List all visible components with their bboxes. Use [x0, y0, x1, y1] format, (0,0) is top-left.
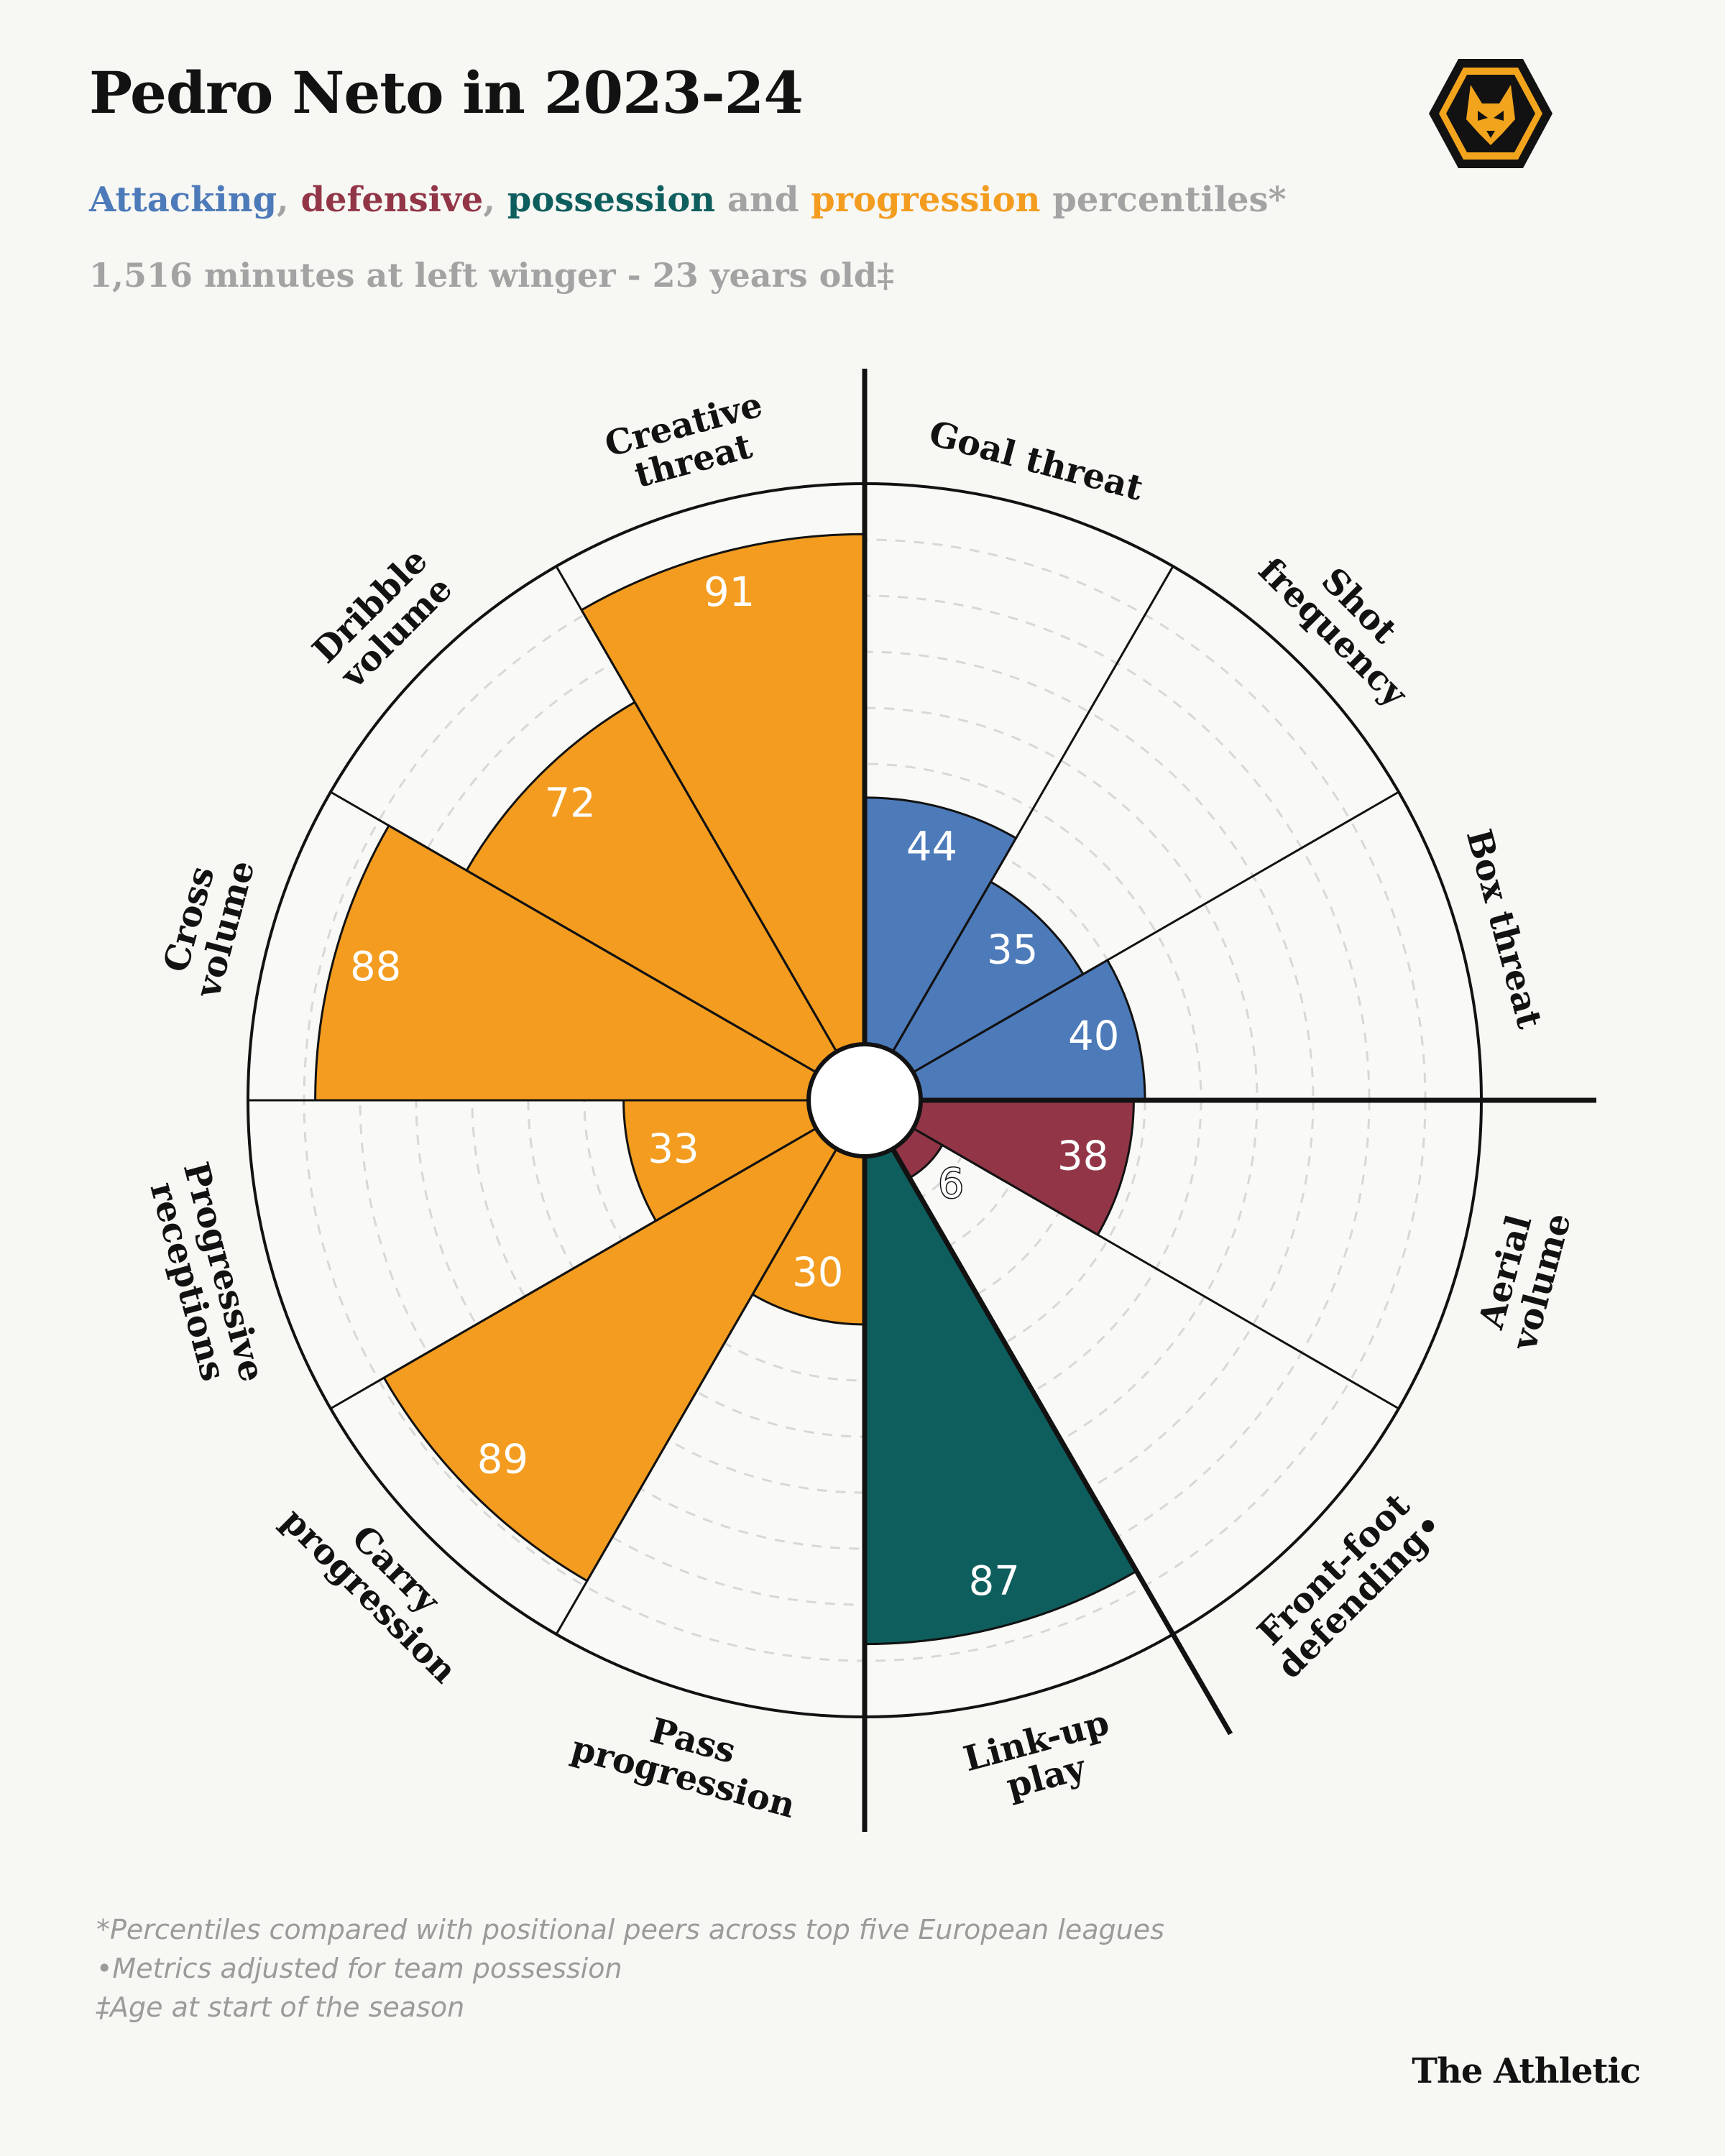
footnote-possession-adjusted: •Metrics adjusted for team possession: [96, 1953, 622, 1984]
minutes-info: 1,516 minutes at left winger - 23 years …: [89, 256, 895, 295]
value-label: 91: [704, 569, 755, 616]
value-label: 30: [792, 1250, 843, 1296]
chart-subtitle: Attacking, defensive, possession and pro…: [89, 180, 1287, 220]
group-divider: [890, 1147, 1233, 1736]
subtitle-tail: percentiles*: [1040, 180, 1287, 220]
legend-possession: possession: [507, 180, 716, 220]
subtitle-separator: and: [715, 180, 811, 220]
spoke: [330, 1127, 817, 1410]
value-label: 38: [1057, 1133, 1108, 1180]
legend-defensive: defensive: [300, 180, 484, 220]
footnotes: *Percentiles compared with positional pe…: [96, 1910, 1164, 2027]
footnote-age: ‡Age at start of the season: [96, 1991, 465, 2023]
spoke: [891, 566, 1174, 1053]
brand-logo: The Athletic: [1412, 2051, 1641, 2091]
slice-background: [893, 1128, 1399, 1635]
spoke: [330, 791, 817, 1074]
page-title: Pedro Neto in 2023-24: [89, 59, 804, 126]
wolves-badge-icon: [1429, 59, 1552, 168]
subtitle-separator: ,: [277, 180, 301, 220]
center-hub: [806, 1042, 923, 1158]
spoke: [555, 1148, 838, 1635]
legend-attacking: Attacking: [89, 180, 277, 220]
value-label: 40: [1068, 1013, 1119, 1060]
value-label: 87: [969, 1558, 1020, 1605]
spoke: [555, 566, 838, 1053]
footnote-percentiles: *Percentiles compared with positional pe…: [96, 1914, 1164, 1945]
spoke: [912, 791, 1399, 1074]
value-label: 88: [350, 944, 401, 990]
value-label: 44: [906, 824, 957, 870]
subtitle-separator: ,: [483, 180, 507, 220]
legend-progression: progression: [811, 180, 1041, 220]
value-label: 89: [477, 1437, 528, 1483]
value-label: 6: [938, 1161, 964, 1207]
value-label: 72: [545, 780, 596, 826]
spoke: [912, 1127, 1399, 1410]
value-label: 35: [987, 926, 1038, 973]
value-label: 33: [648, 1125, 699, 1172]
